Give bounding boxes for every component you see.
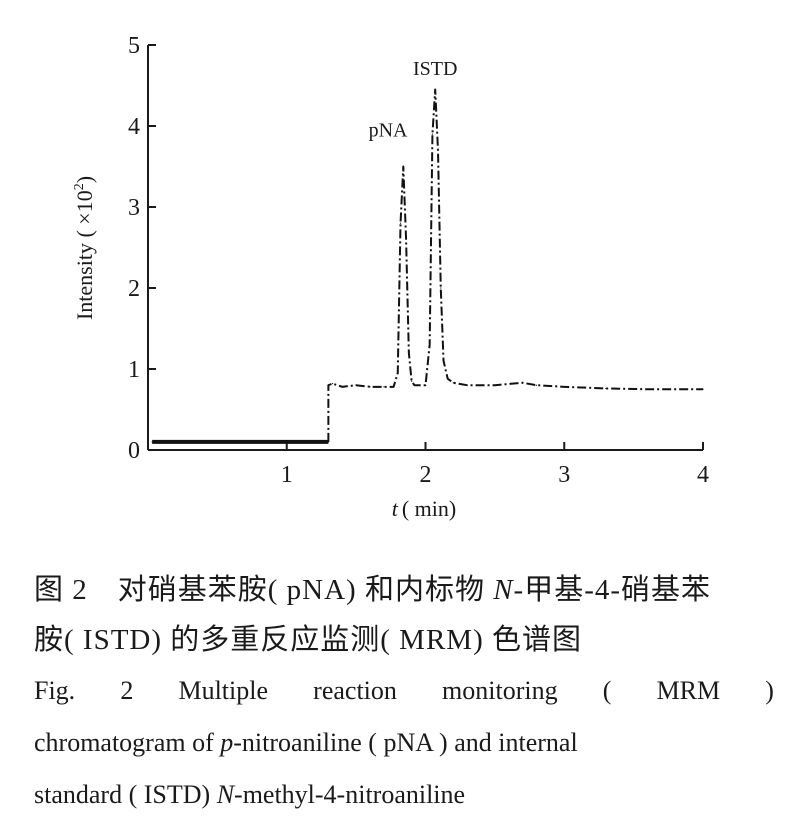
caption-cn-italic: N	[493, 574, 514, 606]
data-point	[452, 382, 454, 384]
data-point	[674, 388, 676, 390]
peak-label: pNA	[369, 120, 408, 142]
data-point	[434, 88, 436, 91]
caption-en-word: MRM	[656, 676, 721, 705]
caption-en-line2-italic: p	[220, 728, 234, 757]
caption-cn-suffix: -甲基-4-硝基苯	[513, 574, 712, 606]
caption-cn-line-1: 图 2 对硝基苯胺( pNA) 和内标物 N-甲基-4-硝基苯	[34, 565, 774, 615]
caption-en-line3-b: -methyl-4-nitroaniline	[234, 780, 466, 809]
x-tick-label: 3	[558, 462, 570, 488]
caption-en-word: 2	[120, 676, 134, 705]
data-point	[405, 238, 407, 240]
caption-en-word: (	[602, 676, 612, 705]
data-point	[424, 384, 427, 386]
x-axis: 1 2 3 4	[148, 442, 709, 488]
data-point	[408, 352, 410, 354]
data-point	[419, 384, 421, 386]
x-tick-label: 2	[420, 462, 432, 488]
y-tick-label: 0	[128, 438, 140, 464]
y-tick-label: 1	[128, 357, 140, 383]
y-axis-label-main: Intensity ( ×10	[72, 190, 97, 320]
data-point	[466, 384, 468, 386]
caption-en-line-3: standard ( ISTD) N-methyl-4-nitroaniline	[34, 769, 774, 821]
data-point	[369, 386, 371, 388]
data-point	[437, 149, 439, 151]
series-layer	[151, 88, 704, 444]
data-point	[399, 222, 402, 224]
caption-en-word: Multiple	[178, 676, 269, 705]
y-ticks: 0 1 2 3 4 5	[128, 33, 156, 464]
data-point	[151, 441, 153, 443]
data-point	[402, 165, 404, 168]
peak-label: ISTD	[413, 58, 457, 80]
y-axis-label-close: )	[72, 176, 97, 183]
data-point	[535, 384, 538, 386]
caption-cn-line-2: 胺( ISTD) 的多重反应监测( MRM) 色谱图	[34, 624, 582, 656]
y-axis-label: Intensity ( ×102)	[72, 176, 97, 320]
caption-en-line3-a: standard ( ISTD)	[34, 780, 217, 809]
x-axis-label: t( min)	[392, 496, 457, 521]
data-point	[702, 388, 704, 390]
y-tick-label: 3	[128, 195, 140, 221]
x-ticks: 1 2 3 4	[281, 442, 709, 488]
data-point	[431, 133, 434, 135]
data-point	[383, 386, 385, 388]
data-point	[397, 372, 399, 374]
annotation-layer: pNA ISTD	[369, 58, 458, 142]
y-tick-label: 2	[128, 276, 140, 302]
caption-cn-prefix: 图 2 对硝基苯胺( pNA) 和内标物	[34, 574, 494, 606]
y-tick-label: 4	[128, 114, 140, 140]
data-point	[563, 386, 565, 388]
data-point	[494, 384, 496, 386]
data-point	[392, 386, 395, 388]
caption-en-word: monitoring	[442, 676, 558, 705]
caption-en-word: )	[765, 676, 774, 705]
data-point	[447, 378, 449, 380]
data-point	[413, 384, 415, 386]
caption-en-word: reaction	[313, 676, 397, 705]
caption-en-line-2: chromatogram of p-nitroaniline ( pNA ) a…	[34, 717, 774, 769]
caption-en-line3-italic: N	[216, 780, 235, 809]
data-point	[327, 384, 329, 386]
y-axis-label-exp: 2	[72, 183, 87, 190]
y-axis: 0 1 2 3 4 5	[128, 33, 156, 464]
figure-caption: 图 2 对硝基苯胺( pNA) 和内标物 N-甲基-4-硝基苯 胺( ISTD)…	[34, 565, 774, 821]
series-segment-signal	[327, 88, 703, 442]
data-point	[442, 360, 445, 362]
caption-en-word: Fig.	[34, 676, 76, 705]
caption-en-line2-a: chromatogram of	[34, 728, 221, 757]
caption-en-line-1: Fig. 2 Multiple reaction monitoring ( MRM)	[34, 665, 774, 717]
data-point	[429, 344, 431, 346]
data-point	[355, 384, 357, 386]
x-tick-label: 1	[281, 462, 293, 488]
data-point	[331, 382, 334, 385]
y-tick-label: 5	[128, 33, 140, 59]
x-axis-label-var: t	[392, 496, 399, 521]
caption-en-line2-b: -nitroaniline ( pNA ) and internal	[233, 728, 578, 757]
data-point	[327, 441, 329, 443]
data-point	[440, 287, 442, 289]
data-point	[341, 386, 343, 388]
data-point	[411, 380, 413, 382]
x-axis-label-unit: ( min)	[402, 496, 456, 521]
x-tick-label: 4	[697, 462, 709, 488]
data-point	[646, 388, 649, 390]
data-point	[522, 382, 524, 384]
data-point	[605, 387, 607, 390]
